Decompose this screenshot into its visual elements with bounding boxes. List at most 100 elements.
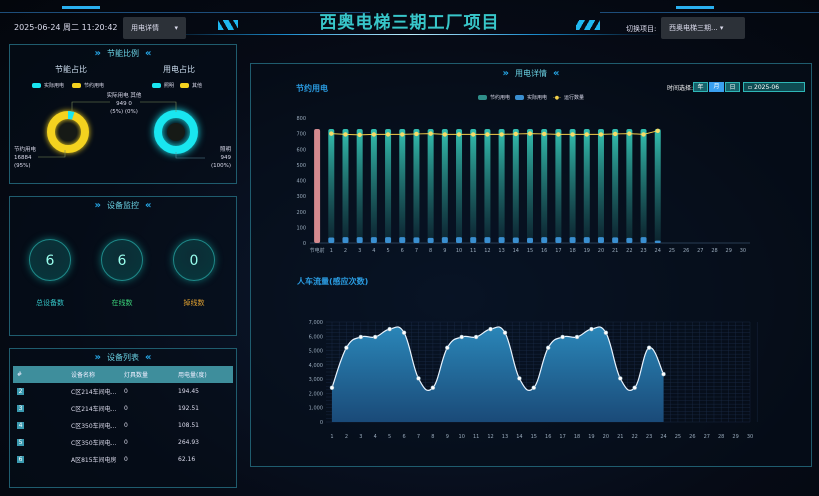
- legend-label: 运行数量: [563, 95, 584, 101]
- bar-saving: [370, 128, 377, 243]
- bar-saving: [640, 128, 647, 243]
- y-tick-label: 700: [296, 132, 306, 138]
- x-tick-label: 23: [646, 434, 652, 440]
- lamp-count: 0: [124, 405, 128, 412]
- bar-actual: [640, 237, 647, 243]
- bar-before-saving: [314, 128, 321, 243]
- x-tick-label: 14: [513, 248, 519, 254]
- run-count-point: [456, 132, 462, 137]
- header-stripes: [218, 20, 238, 30]
- tab-month[interactable]: 月: [709, 82, 724, 92]
- bar-saving: [470, 128, 477, 243]
- x-tick-label: 20: [603, 434, 609, 440]
- x-tick-label: 29: [732, 434, 738, 440]
- y-tick-label: 0: [320, 420, 323, 426]
- y-tick-label: 6,000: [309, 334, 323, 340]
- y-tick-label: 4,000: [309, 363, 323, 369]
- traffic-point: [459, 334, 464, 340]
- legend-label: 其他: [192, 83, 203, 89]
- chevron-left-icon: «: [145, 48, 152, 59]
- chevron-right-icon: »: [502, 68, 509, 79]
- x-tick-label: 4: [372, 248, 375, 254]
- datetime: 2025-06-24 周二 11:20:42: [14, 23, 118, 32]
- table-row[interactable]: 3 C区214车间电... 0 192.51: [13, 400, 233, 417]
- bar-saving: [484, 128, 491, 243]
- chevron-left-icon: «: [145, 200, 152, 211]
- traffic-point: [545, 345, 551, 350]
- date-picker[interactable]: ▫ 2025-06: [743, 82, 805, 92]
- run-count-point: [485, 132, 490, 137]
- chevron-right-icon: »: [94, 48, 101, 59]
- x-tick-label: 24: [655, 248, 661, 254]
- legend-actual-power[interactable]: 实际用电: [515, 94, 547, 101]
- project-select-value: 西奥电梯三期...: [669, 24, 718, 32]
- run-count-point: [641, 132, 646, 137]
- bar-actual: [541, 237, 548, 243]
- legend-other[interactable]: 其他: [180, 82, 202, 89]
- x-tick-label: 6: [401, 248, 404, 254]
- tab-year[interactable]: 年: [693, 82, 708, 92]
- chevron-right-icon: »: [94, 200, 101, 211]
- y-tick-label: 800: [296, 116, 306, 122]
- legend-actual[interactable]: 实际用电: [32, 82, 64, 89]
- col-index: #: [13, 366, 71, 383]
- traffic-point: [401, 330, 407, 335]
- bar-actual: [427, 237, 434, 243]
- x-tick-label: 28: [711, 248, 717, 254]
- date-value: 2025-06: [754, 84, 780, 91]
- bar-saving: [583, 128, 590, 243]
- panel-title: 节能比例: [107, 49, 139, 58]
- power-usage: 264.93: [178, 439, 199, 446]
- lamp-count: 0: [124, 456, 128, 463]
- run-count-point: [584, 132, 589, 137]
- x-tick-label: 7: [415, 248, 418, 254]
- run-count-point: [499, 132, 504, 137]
- table-row[interactable]: 4 C区350车间电... 0 108.51: [13, 417, 233, 434]
- x-tick-label: 15: [527, 248, 533, 254]
- x-tick-label: 28: [718, 434, 724, 440]
- x-tick-label: 16: [541, 248, 547, 254]
- legend-run-count[interactable]: -●- 运行数量: [553, 94, 584, 102]
- traffic-point: [473, 334, 479, 340]
- saving-label: 节约用电 16884 (95%): [14, 147, 37, 169]
- traffic-point: [589, 326, 594, 332]
- x-tick-label: 20: [598, 248, 604, 254]
- x-tick-label: 4: [374, 434, 377, 440]
- x-tick-label: 13: [502, 434, 508, 440]
- tab-day[interactable]: 日: [725, 82, 740, 92]
- device-name: C区214车间电...: [71, 389, 117, 396]
- view-select[interactable]: 用电详情 ▾: [123, 17, 186, 39]
- x-tick-label: 19: [588, 434, 594, 440]
- legend-saving-power[interactable]: 节约用电: [478, 94, 510, 101]
- traffic-point: [646, 345, 652, 350]
- bar-saving: [413, 128, 420, 243]
- x-tick-label: 18: [574, 434, 580, 440]
- project-select[interactable]: 西奥电梯三期... ▾: [661, 17, 745, 39]
- table-row[interactable]: 5 C区350车间电... 0 264.93: [13, 434, 233, 451]
- run-count-point: [329, 131, 334, 136]
- caret-down-icon: ▾: [174, 24, 178, 32]
- traffic-point: [416, 376, 421, 381]
- y-tick-label: 200: [296, 210, 306, 216]
- bar-saving: [342, 128, 349, 243]
- table-row[interactable]: 2 C区214车间电... 0 194.45: [13, 383, 233, 400]
- legend-saving[interactable]: 节约用电: [72, 82, 104, 89]
- run-count-point: [513, 131, 519, 137]
- x-tick-label: 25: [669, 248, 675, 254]
- y-tick-label: 2,000: [309, 391, 323, 397]
- bar-saving: [441, 128, 448, 243]
- device-name: C区350车间电...: [71, 423, 117, 430]
- traffic-point: [358, 334, 364, 340]
- bar-saving: [597, 128, 604, 243]
- header-accent: [62, 6, 100, 9]
- bar-saving: [498, 128, 505, 243]
- lamp-count: 0: [124, 439, 128, 446]
- device-table: # 设备名称 灯具数量 用电量(度) 2 C区214车间电... 0 194.45 3 C…: [13, 366, 233, 468]
- x-tick-label: 18: [569, 248, 575, 254]
- legend-lighting[interactable]: 照明: [152, 82, 174, 89]
- donut-charts: [38, 101, 205, 159]
- table-row[interactable]: 6 A区815车间电房 0 62.16: [13, 451, 233, 468]
- run-count-point: [428, 131, 433, 136]
- bar-saving: [569, 128, 576, 243]
- power-usage: 194.45: [178, 388, 199, 395]
